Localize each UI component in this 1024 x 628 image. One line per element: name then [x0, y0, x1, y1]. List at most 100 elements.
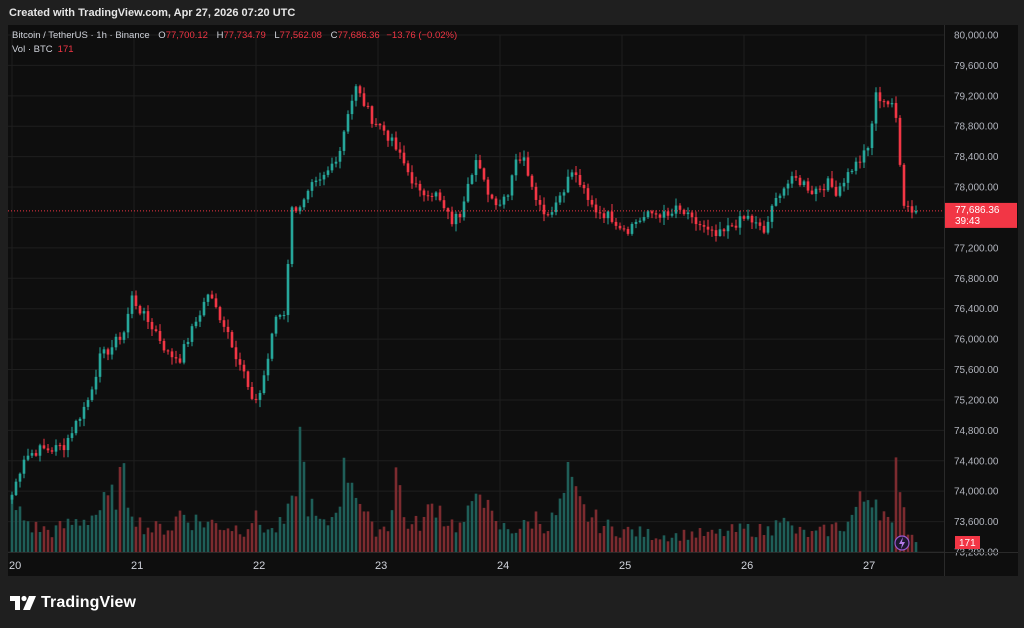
candle-body — [850, 170, 854, 173]
volume-bar — [122, 463, 126, 552]
candle-body — [270, 333, 274, 359]
candle-body — [738, 216, 742, 228]
volume-bar — [342, 457, 346, 552]
volume-bar — [674, 533, 678, 552]
candle-body — [82, 406, 86, 419]
volume-bar — [726, 530, 730, 552]
legend-symbol[interactable]: Bitcoin / TetherUS · 1h · Binance — [12, 30, 150, 41]
candle-body — [802, 181, 806, 186]
tradingview-brand[interactable]: TradingView — [10, 593, 136, 613]
price-tick-label: 74,400.00 — [954, 456, 999, 467]
candlestick-chart[interactable]: 80,000.00 79,600.00 79,200.00 78,800.00 78,4… — [8, 25, 1018, 576]
price-tick-label: 75,200.00 — [954, 395, 999, 406]
bar-countdown: 39:43 — [955, 216, 980, 227]
volume-bar — [778, 522, 782, 552]
candle-body — [14, 481, 18, 496]
volume-bar — [458, 522, 462, 552]
candle-body — [666, 211, 670, 216]
candle-body — [610, 211, 614, 222]
candle-body — [890, 103, 894, 105]
candle-body — [254, 398, 258, 400]
volume-badge-value: 171 — [959, 538, 976, 549]
volume-bar — [598, 533, 602, 552]
candle-body — [54, 445, 58, 452]
candle-body — [466, 183, 470, 202]
volume-bar — [178, 510, 182, 552]
volume-bar — [406, 528, 410, 552]
volume-bar — [914, 542, 918, 552]
volume-bar — [446, 525, 450, 552]
candle-body — [102, 349, 106, 354]
candle-body — [282, 315, 286, 317]
volume-bar — [94, 514, 98, 552]
volume-bar — [66, 518, 70, 552]
volume-bar — [814, 530, 818, 552]
volume-bar — [326, 525, 330, 552]
flash-icon[interactable] — [894, 535, 910, 551]
candle-body — [858, 161, 862, 163]
volume-bar — [238, 534, 242, 552]
last-price-value: 77,686.36 — [955, 205, 1000, 216]
candle-body — [414, 183, 418, 185]
volume-bar — [546, 531, 550, 552]
candle-body — [26, 455, 30, 460]
volume-bar — [14, 510, 18, 552]
candle-body — [562, 192, 566, 196]
volume-bar — [186, 522, 190, 552]
tradingview-logo-icon — [10, 595, 36, 610]
volume-bar — [826, 536, 830, 552]
candle-body — [846, 172, 850, 183]
volume-bar — [750, 536, 754, 552]
volume-bar — [838, 530, 842, 552]
candle-body — [902, 164, 906, 206]
candle-body — [626, 229, 630, 234]
volume-bar — [706, 531, 710, 552]
candle-body — [130, 295, 134, 314]
candle-body — [106, 349, 110, 355]
volume-bar — [474, 493, 478, 552]
volume-bar — [582, 504, 586, 552]
candle-body — [798, 177, 802, 186]
candle-body — [806, 181, 810, 191]
candle-body — [542, 204, 546, 215]
candle-body — [762, 225, 766, 233]
candle-body — [422, 190, 426, 196]
volume-bar — [118, 466, 122, 552]
volume-bar — [330, 517, 334, 552]
volume-bar — [542, 533, 546, 552]
candle-body — [674, 205, 678, 214]
candle-body — [190, 326, 194, 342]
volume-bar — [618, 537, 622, 552]
volume-label[interactable]: Vol · BTC — [12, 44, 53, 55]
candle-body — [574, 172, 578, 176]
candle-body — [706, 226, 710, 230]
volume-bar — [818, 526, 822, 552]
candle-body — [782, 188, 786, 196]
volume-bar — [506, 529, 510, 552]
candle-body — [698, 224, 702, 226]
volume-bar — [882, 511, 886, 552]
candle-body — [534, 186, 538, 200]
candle-body — [530, 175, 534, 187]
volume-bar — [494, 520, 498, 552]
candle-body — [226, 326, 230, 333]
volume-bar — [10, 494, 14, 552]
volume-bar — [282, 523, 286, 552]
time-tick-label: 25 — [619, 560, 631, 572]
volume-bar — [410, 524, 414, 552]
volume-bar — [110, 484, 114, 552]
candle-body — [394, 137, 398, 150]
volume-bar — [286, 503, 290, 552]
volume-bar — [590, 517, 594, 552]
candle-body — [490, 194, 494, 199]
chart-panel[interactable]: 80,000.00 79,600.00 79,200.00 78,800.00 78,4… — [8, 25, 1018, 576]
candle-body — [38, 445, 42, 456]
price-tick-label: 74,000.00 — [954, 487, 999, 498]
candle-body — [686, 212, 690, 215]
candle-body — [790, 176, 794, 184]
candle-body — [558, 195, 562, 203]
volume-bar — [394, 467, 398, 552]
candle-body — [182, 344, 186, 363]
volume-bar — [486, 499, 490, 552]
time-tick-label: 20 — [9, 560, 21, 572]
